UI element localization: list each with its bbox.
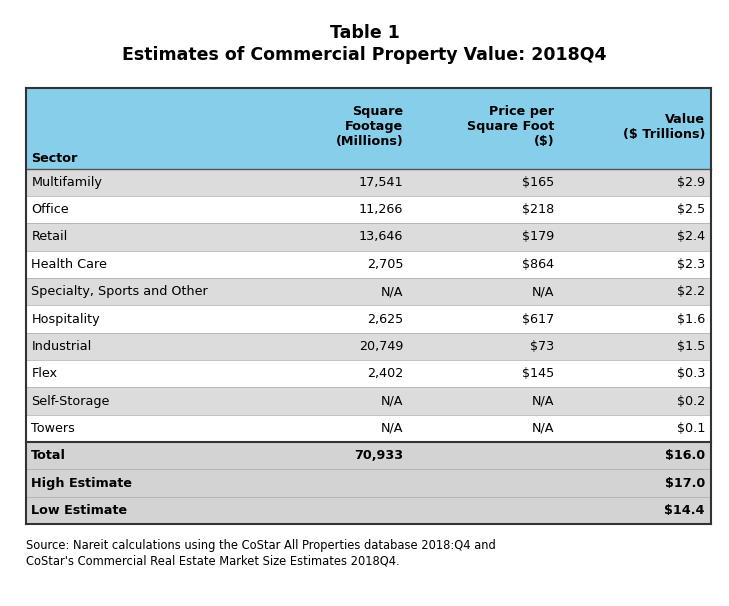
Bar <box>26 387 711 415</box>
Text: 11,266: 11,266 <box>359 203 403 216</box>
Text: Multifamily: Multifamily <box>31 176 102 188</box>
Text: N/A: N/A <box>531 285 554 298</box>
Text: Health Care: Health Care <box>31 258 107 271</box>
Text: Office: Office <box>31 203 69 216</box>
Text: Flex: Flex <box>31 367 58 380</box>
Bar <box>26 223 711 251</box>
Text: 17,541: 17,541 <box>359 176 403 188</box>
Text: Value
($ Trillions): Value ($ Trillions) <box>623 113 705 141</box>
Bar <box>26 251 711 278</box>
Text: $16.0: $16.0 <box>665 449 705 462</box>
Bar <box>26 497 711 524</box>
Text: Square
Footage
(Millions): Square Footage (Millions) <box>335 105 403 148</box>
Text: $218: $218 <box>522 203 554 216</box>
Text: Estimates of Commercial Property Value: 2018Q4: Estimates of Commercial Property Value: … <box>122 45 607 64</box>
Bar <box>26 196 711 223</box>
Text: $864: $864 <box>522 258 554 271</box>
Text: $0.1: $0.1 <box>677 422 705 435</box>
Text: 70,933: 70,933 <box>354 449 403 462</box>
Text: 2,625: 2,625 <box>367 313 403 325</box>
Text: $17.0: $17.0 <box>665 477 705 490</box>
Text: High Estimate: High Estimate <box>31 477 133 490</box>
Text: $617: $617 <box>522 313 554 325</box>
Text: Source: Nareit calculations using the CoStar All Properties database 2018:Q4 and: Source: Nareit calculations using the Co… <box>26 539 495 567</box>
Text: Low Estimate: Low Estimate <box>31 504 128 517</box>
Text: N/A: N/A <box>531 422 554 435</box>
Text: $145: $145 <box>522 367 554 380</box>
Text: $2.3: $2.3 <box>677 258 705 271</box>
Text: Hospitality: Hospitality <box>31 313 100 325</box>
Text: N/A: N/A <box>381 395 403 408</box>
Text: Specialty, Sports and Other: Specialty, Sports and Other <box>31 285 208 298</box>
Text: $165: $165 <box>522 176 554 188</box>
Text: 13,646: 13,646 <box>359 230 403 244</box>
Text: Price per
Square Foot
($): Price per Square Foot ($) <box>467 105 554 148</box>
Text: Table 1: Table 1 <box>330 24 399 42</box>
Bar <box>26 360 711 387</box>
Text: Total: Total <box>31 449 66 462</box>
Text: Sector: Sector <box>31 152 78 165</box>
Text: $1.6: $1.6 <box>677 313 705 325</box>
Text: $2.9: $2.9 <box>677 176 705 188</box>
Text: 2,705: 2,705 <box>367 258 403 271</box>
Text: Retail: Retail <box>31 230 68 244</box>
Text: $0.3: $0.3 <box>677 367 705 380</box>
Text: $2.4: $2.4 <box>677 230 705 244</box>
Text: $73: $73 <box>530 340 554 353</box>
Bar <box>26 278 711 305</box>
Bar <box>26 333 711 360</box>
Text: $179: $179 <box>522 230 554 244</box>
Text: Self-Storage: Self-Storage <box>31 395 110 408</box>
Text: N/A: N/A <box>531 395 554 408</box>
Text: Towers: Towers <box>31 422 75 435</box>
Bar <box>26 305 711 333</box>
Bar <box>26 442 711 470</box>
Text: N/A: N/A <box>381 422 403 435</box>
Text: $1.5: $1.5 <box>677 340 705 353</box>
Text: 2,402: 2,402 <box>367 367 403 380</box>
Text: $14.4: $14.4 <box>664 504 705 517</box>
Text: $0.2: $0.2 <box>677 395 705 408</box>
Bar <box>26 415 711 442</box>
Text: 20,749: 20,749 <box>359 340 403 353</box>
Bar <box>26 470 711 497</box>
Bar <box>26 88 711 168</box>
Bar <box>26 168 711 196</box>
Text: Industrial: Industrial <box>31 340 92 353</box>
Text: $2.5: $2.5 <box>677 203 705 216</box>
Text: $2.2: $2.2 <box>677 285 705 298</box>
Text: N/A: N/A <box>381 285 403 298</box>
